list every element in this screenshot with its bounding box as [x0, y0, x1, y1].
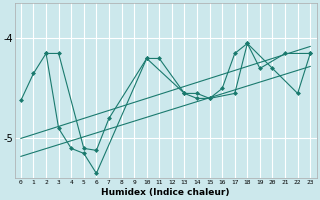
- X-axis label: Humidex (Indice chaleur): Humidex (Indice chaleur): [101, 188, 230, 197]
